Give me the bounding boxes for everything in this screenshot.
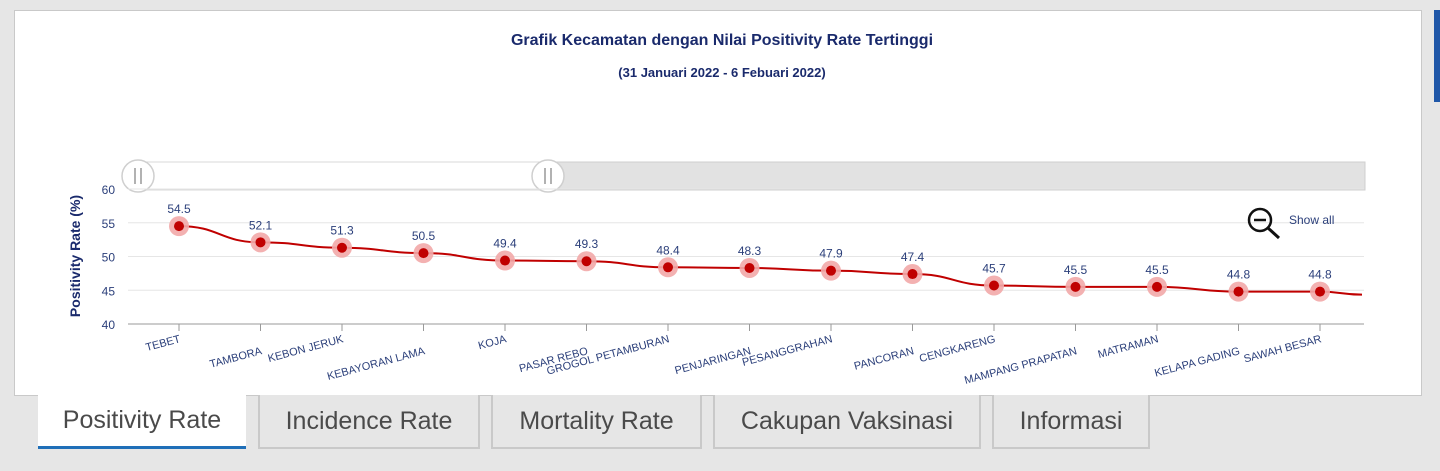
y-tick-label: 55 <box>102 217 116 231</box>
range-handle-right[interactable] <box>531 159 565 193</box>
data-label: 47.4 <box>901 250 925 264</box>
data-label: 45.5 <box>1145 263 1169 277</box>
data-point[interactable] <box>739 257 760 278</box>
y-axis-label: Positivity Rate (%) <box>67 195 83 317</box>
data-point-marker[interactable] <box>418 248 429 259</box>
data-point[interactable] <box>495 250 515 271</box>
data-point[interactable] <box>332 237 352 258</box>
data-point[interactable] <box>658 257 678 278</box>
x-tick-label: MAMPANG PRAPATAN <box>963 345 1078 387</box>
x-tick-label: TAMBORA <box>208 345 263 371</box>
x-tick-label: SAWAH BESAR <box>1243 333 1323 365</box>
x-tick-label: PESANGGRAHAN <box>741 333 834 369</box>
data-label: 44.8 <box>1308 268 1332 282</box>
zoom-out-icon[interactable] <box>1247 207 1281 240</box>
series-line-positivity-rate <box>178 225 1363 296</box>
data-point[interactable] <box>1147 276 1167 297</box>
data-label: 47.9 <box>819 247 843 261</box>
data-label: 50.5 <box>412 229 436 243</box>
range-handle-left[interactable] <box>121 159 155 193</box>
data-point-marker[interactable] <box>1152 281 1162 292</box>
data-point[interactable] <box>821 260 841 281</box>
data-point-marker[interactable] <box>1070 281 1081 292</box>
x-tick-label: TEBET <box>144 333 182 354</box>
positivity-rate-chart: Grafik Kecamatan dengan Nilai Positivity… <box>67 32 1366 387</box>
y-tick-label: 50 <box>102 251 116 265</box>
x-tick-label: PENJARINGAN <box>674 345 753 377</box>
show-all-link[interactable]: Show all <box>1289 213 1334 227</box>
x-tick-label: CENGKARENG <box>918 333 997 365</box>
data-label: 49.3 <box>575 237 599 251</box>
data-point-marker[interactable] <box>1315 286 1325 297</box>
chart-title: Grafik Kecamatan dengan Nilai Positivity… <box>511 32 933 49</box>
data-label: 44.8 <box>1227 268 1251 282</box>
data-label: 51.3 <box>330 224 354 238</box>
data-label: 52.1 <box>249 218 273 232</box>
data-point-marker[interactable] <box>337 242 347 253</box>
data-label: 49.4 <box>493 237 517 251</box>
data-label: 48.3 <box>738 244 762 258</box>
y-tick-label: 60 <box>102 183 116 197</box>
tab-cakupan-vaksinasi[interactable]: Cakupan Vaksinasi <box>713 395 981 449</box>
chart-subtitle: (31 Januari 2022 - 6 Febuari 2022) <box>618 65 825 80</box>
data-point-marker[interactable] <box>989 280 999 291</box>
tab-incidence-rate[interactable]: Incidence Rate <box>258 395 480 449</box>
x-tick-label: KELAPA GADING <box>1153 345 1241 379</box>
data-point[interactable] <box>1228 281 1249 302</box>
data-point-marker[interactable] <box>744 262 755 273</box>
data-point-marker[interactable] <box>500 255 510 266</box>
y-tick-label: 45 <box>102 284 116 298</box>
x-tick-label: KEBAYORAN LAMA <box>326 345 427 383</box>
right-accent-bar <box>1434 10 1440 102</box>
data-point-marker[interactable] <box>907 269 918 280</box>
data-point[interactable] <box>902 264 923 285</box>
data-point-marker[interactable] <box>1233 286 1244 297</box>
data-point-marker[interactable] <box>663 262 673 273</box>
zoom-reset[interactable]: Show all <box>1247 207 1334 240</box>
data-label: 45.5 <box>1064 263 1088 277</box>
tab-informasi[interactable]: Informasi <box>992 395 1150 449</box>
x-tick-label: MATRAMAN <box>1097 333 1160 361</box>
data-point-marker[interactable] <box>826 265 836 276</box>
data-point[interactable] <box>1310 281 1330 302</box>
data-point[interactable] <box>413 243 434 264</box>
data-point[interactable] <box>984 275 1004 296</box>
tab-mortality-rate[interactable]: Mortality Rate <box>491 395 702 449</box>
range-navigator-selection[interactable] <box>137 161 549 191</box>
data-label: 54.5 <box>167 202 191 216</box>
data-point[interactable] <box>1065 276 1086 297</box>
data-point-marker[interactable] <box>581 256 592 267</box>
data-label: 45.7 <box>982 262 1006 276</box>
data-point[interactable] <box>169 216 189 237</box>
data-label: 48.4 <box>656 243 680 257</box>
tab-positivity-rate[interactable]: Positivity Rate <box>38 395 246 449</box>
data-point[interactable] <box>576 251 597 272</box>
chart-panel <box>14 10 1422 396</box>
x-tick-label: PANCORAN <box>853 345 916 373</box>
data-point[interactable] <box>250 232 271 253</box>
x-tick-label: KOJA <box>477 333 508 352</box>
data-point-marker[interactable] <box>255 237 266 248</box>
y-tick-label: 40 <box>102 318 116 332</box>
data-point-marker[interactable] <box>174 221 184 232</box>
x-tick-label: KEBON JERUK <box>267 333 346 365</box>
